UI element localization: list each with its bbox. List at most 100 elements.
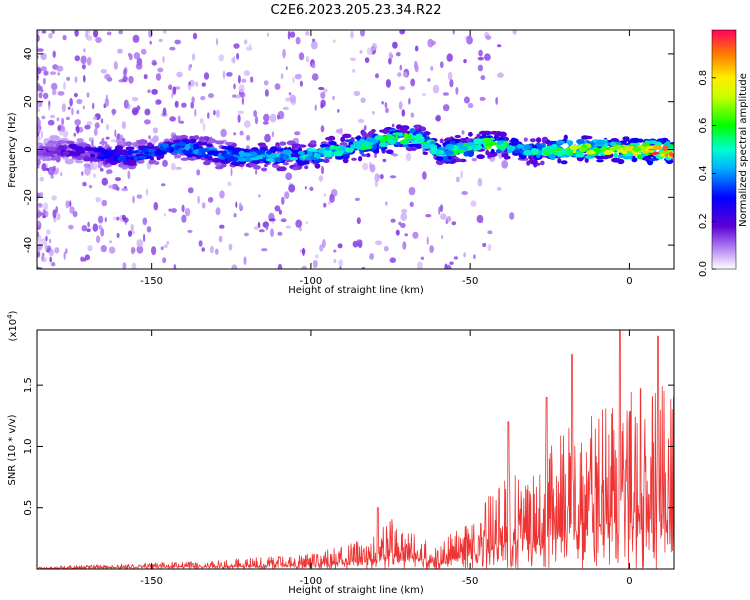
noise-speck: [356, 239, 363, 245]
noise-speck: [233, 213, 237, 218]
noise-speck: [49, 114, 56, 119]
noise-speck: [235, 201, 238, 208]
noise-speck: [95, 37, 102, 43]
ridge-cell: [421, 143, 430, 150]
ridge-cell: [557, 150, 567, 154]
x-tick-label: -100: [300, 276, 323, 287]
ridge-cell: [662, 145, 669, 152]
noise-speck: [108, 246, 116, 254]
noise-speck: [311, 62, 316, 69]
noise-speck: [100, 245, 108, 253]
noise-speck: [48, 104, 51, 111]
noise-speck: [369, 163, 376, 173]
noise-speck: [48, 32, 53, 39]
noise-speck: [399, 86, 406, 91]
noise-speck: [265, 223, 269, 231]
colorbar-tick-label: 0.4: [698, 165, 709, 181]
y-tick-label: 1.5: [23, 377, 34, 393]
ridge-cell: [161, 143, 169, 148]
noise-speck: [207, 196, 214, 203]
ridge-cell: [324, 149, 332, 155]
ridge-cell: [176, 135, 182, 139]
ridge-cell: [413, 135, 423, 140]
ridge-cell: [320, 141, 328, 146]
ridge-cell: [526, 160, 531, 166]
noise-speck: [127, 170, 131, 180]
noise-speck: [366, 47, 373, 56]
noise-speck: [148, 135, 151, 140]
noise-speck: [285, 172, 293, 181]
x-tick-label: -150: [140, 576, 163, 587]
noise-speck: [69, 206, 75, 214]
ridge-cell: [101, 149, 110, 155]
ridge-cell: [54, 149, 62, 153]
noise-speck: [332, 39, 336, 43]
noise-speck: [233, 83, 236, 90]
noise-speck: [203, 72, 210, 80]
noise-speck: [100, 227, 105, 237]
noise-speck: [72, 211, 78, 218]
noise-speck: [90, 161, 98, 171]
ridge-cell: [449, 140, 456, 145]
noise-speck: [369, 253, 374, 260]
noise-speck: [470, 200, 477, 207]
noise-speck: [478, 49, 483, 57]
noise-speck: [168, 84, 173, 90]
ridge-cell: [82, 156, 92, 162]
noise-speck: [339, 266, 342, 269]
noise-speck: [125, 99, 129, 108]
noise-speck: [57, 91, 65, 96]
noise-speck: [395, 229, 400, 236]
noise-speck: [115, 177, 121, 182]
noise-speck: [315, 254, 319, 259]
noise-speck: [152, 127, 158, 134]
noise-speck: [371, 43, 378, 51]
noise-speck: [197, 195, 201, 204]
ridge-cell: [659, 152, 665, 157]
noise-speck: [37, 33, 40, 43]
snr-y-axis-label: SNR (10 * v/v): [7, 414, 18, 485]
noise-speck: [121, 121, 127, 129]
ridge-cell: [529, 138, 536, 143]
noise-speck: [65, 200, 70, 209]
ridge-cell: [297, 147, 302, 152]
colorbar-ticks: 0.0 0.2 0.4 0.6 0.8: [698, 70, 716, 277]
ridge-cell: [652, 145, 662, 150]
ridge-cell: [600, 146, 607, 152]
noise-speck: [174, 86, 181, 90]
ridge-cell: [62, 151, 70, 155]
noise-speck: [86, 92, 90, 98]
ridge-cell: [454, 134, 461, 139]
noise-speck: [463, 252, 466, 258]
noise-speck: [56, 117, 60, 122]
noise-speck: [188, 64, 192, 71]
ridge-cell: [358, 156, 363, 162]
ridge-cell: [314, 163, 321, 169]
ridge-cell: [385, 149, 394, 155]
noise-speck: [397, 72, 402, 77]
noise-speck: [318, 175, 324, 182]
noise-speck: [142, 217, 148, 226]
ridge-cell: [490, 130, 499, 135]
ridge-cell: [324, 146, 331, 151]
noise-speck: [158, 38, 163, 43]
ridge-cell: [143, 147, 148, 153]
noise-speck: [243, 232, 249, 237]
noise-speck: [473, 254, 476, 259]
noise-speck: [140, 48, 147, 55]
noise-speck: [163, 244, 168, 248]
ridge-cell: [631, 157, 638, 163]
noise-speck: [136, 194, 143, 199]
noise-speck: [146, 226, 152, 233]
noise-speck: [258, 229, 265, 233]
ridge-cell: [43, 152, 52, 156]
ridge-cell: [359, 139, 367, 143]
noise-speck: [101, 177, 109, 186]
noise-speck: [442, 104, 450, 112]
noise-speck: [209, 245, 214, 254]
noise-speck: [187, 229, 193, 233]
ridge-cell: [108, 156, 114, 162]
noise-speck: [271, 131, 275, 138]
noise-speck: [176, 71, 183, 78]
ridge-cell: [514, 149, 521, 154]
